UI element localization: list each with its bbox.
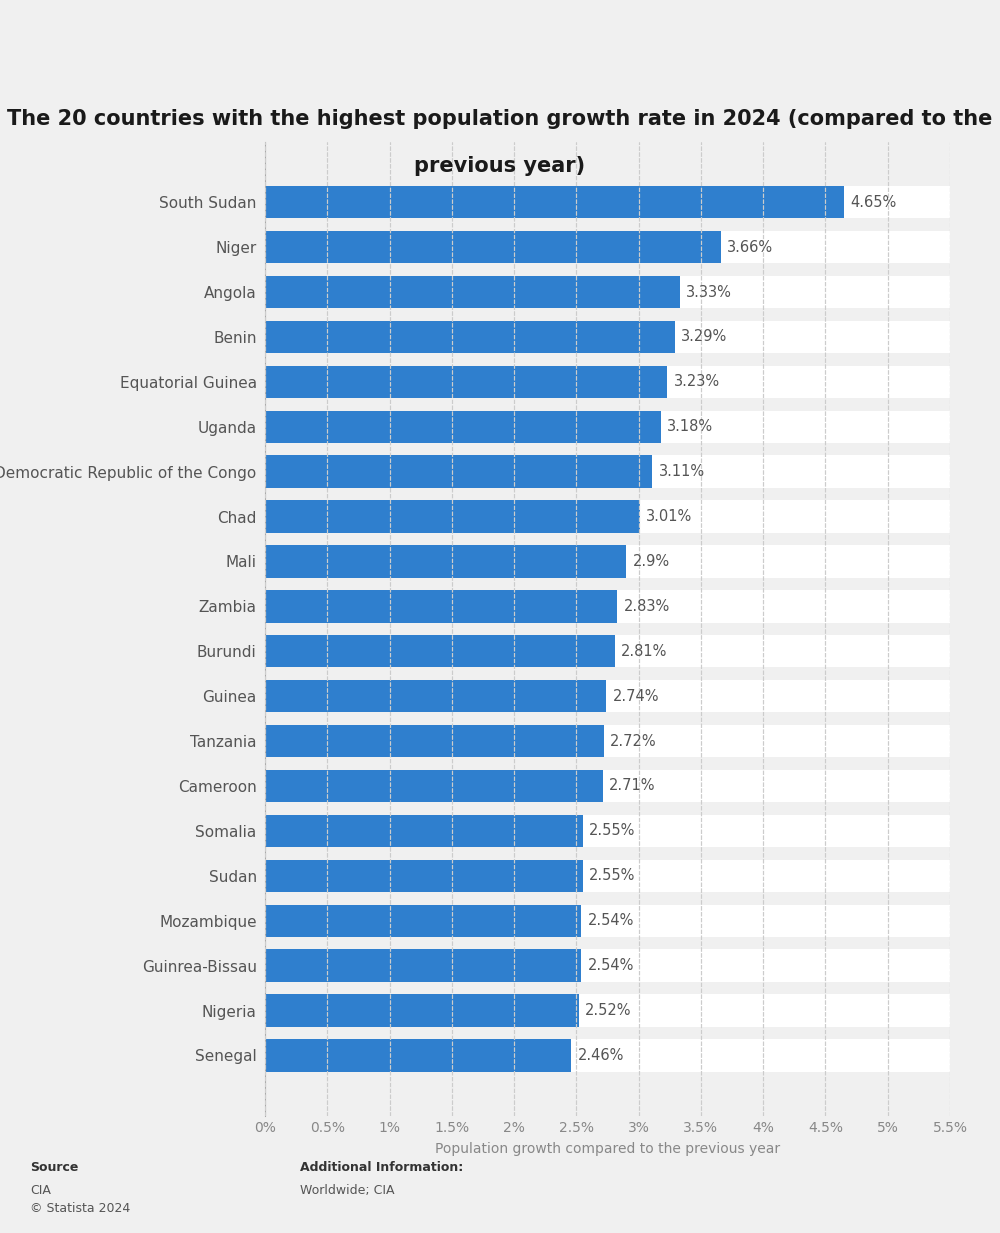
Bar	[265, 681, 950, 713]
Bar	[265, 501, 640, 533]
Text: The 20 countries with the highest population growth rate in 2024 (compared to th: The 20 countries with the highest popula…	[7, 110, 993, 129]
Bar	[265, 455, 950, 488]
Bar	[265, 815, 950, 847]
Bar	[265, 994, 579, 1027]
Text: 2.54%: 2.54%	[588, 914, 634, 928]
Text: 2.81%: 2.81%	[621, 644, 668, 658]
Bar	[265, 366, 950, 398]
Text: Additional Information:: Additional Information:	[300, 1161, 463, 1175]
Text: CIA: CIA	[30, 1184, 51, 1197]
Text: 3.33%: 3.33%	[686, 285, 732, 300]
Text: 2.72%: 2.72%	[610, 734, 657, 748]
Bar	[265, 725, 604, 757]
Bar	[265, 1039, 950, 1071]
Bar	[265, 231, 721, 264]
Bar	[265, 859, 950, 891]
Bar	[265, 411, 950, 443]
Text: 3.11%: 3.11%	[659, 464, 705, 480]
Text: 2.83%: 2.83%	[624, 599, 670, 614]
Text: 3.29%: 3.29%	[681, 329, 727, 344]
Bar	[265, 545, 626, 577]
Text: 2.55%: 2.55%	[589, 868, 635, 883]
Bar	[265, 769, 603, 803]
Bar	[265, 366, 667, 398]
Bar	[265, 186, 950, 218]
Bar	[265, 905, 581, 937]
Text: 2.71%: 2.71%	[609, 778, 655, 794]
Text: 4.65%: 4.65%	[850, 195, 897, 210]
Bar	[265, 411, 661, 443]
Bar	[265, 635, 950, 667]
Text: 2.54%: 2.54%	[588, 958, 634, 973]
Bar	[265, 591, 617, 623]
Bar	[265, 994, 950, 1027]
Text: © Statista 2024: © Statista 2024	[30, 1202, 130, 1216]
Text: 3.66%: 3.66%	[727, 239, 773, 255]
Text: Source: Source	[30, 1161, 78, 1175]
Text: 2.52%: 2.52%	[585, 1002, 632, 1018]
Text: 3.23%: 3.23%	[674, 375, 720, 390]
Bar	[265, 949, 581, 981]
Bar	[265, 186, 844, 218]
Bar	[265, 501, 950, 533]
Bar	[265, 1039, 571, 1071]
Bar	[265, 815, 583, 847]
Bar	[265, 949, 950, 981]
Bar	[265, 725, 950, 757]
Bar	[265, 231, 950, 264]
Text: 2.46%: 2.46%	[578, 1048, 624, 1063]
Text: Worldwide; CIA: Worldwide; CIA	[300, 1184, 394, 1197]
Bar	[265, 545, 950, 577]
Bar	[265, 591, 950, 623]
Bar	[265, 681, 606, 713]
Bar	[265, 635, 615, 667]
Text: 2.9%: 2.9%	[632, 554, 670, 568]
Bar	[265, 859, 583, 891]
Bar	[265, 276, 680, 308]
Text: 2.74%: 2.74%	[612, 689, 659, 704]
Bar	[265, 455, 652, 488]
Bar	[265, 905, 950, 937]
Bar	[265, 321, 675, 353]
Text: previous year): previous year)	[414, 157, 586, 176]
Text: 3.01%: 3.01%	[646, 509, 692, 524]
Bar	[265, 769, 950, 803]
Text: 2.55%: 2.55%	[589, 824, 635, 838]
X-axis label: Population growth compared to the previous year: Population growth compared to the previo…	[435, 1142, 780, 1157]
Text: 3.18%: 3.18%	[667, 419, 713, 434]
Bar	[265, 276, 950, 308]
Bar	[265, 321, 950, 353]
